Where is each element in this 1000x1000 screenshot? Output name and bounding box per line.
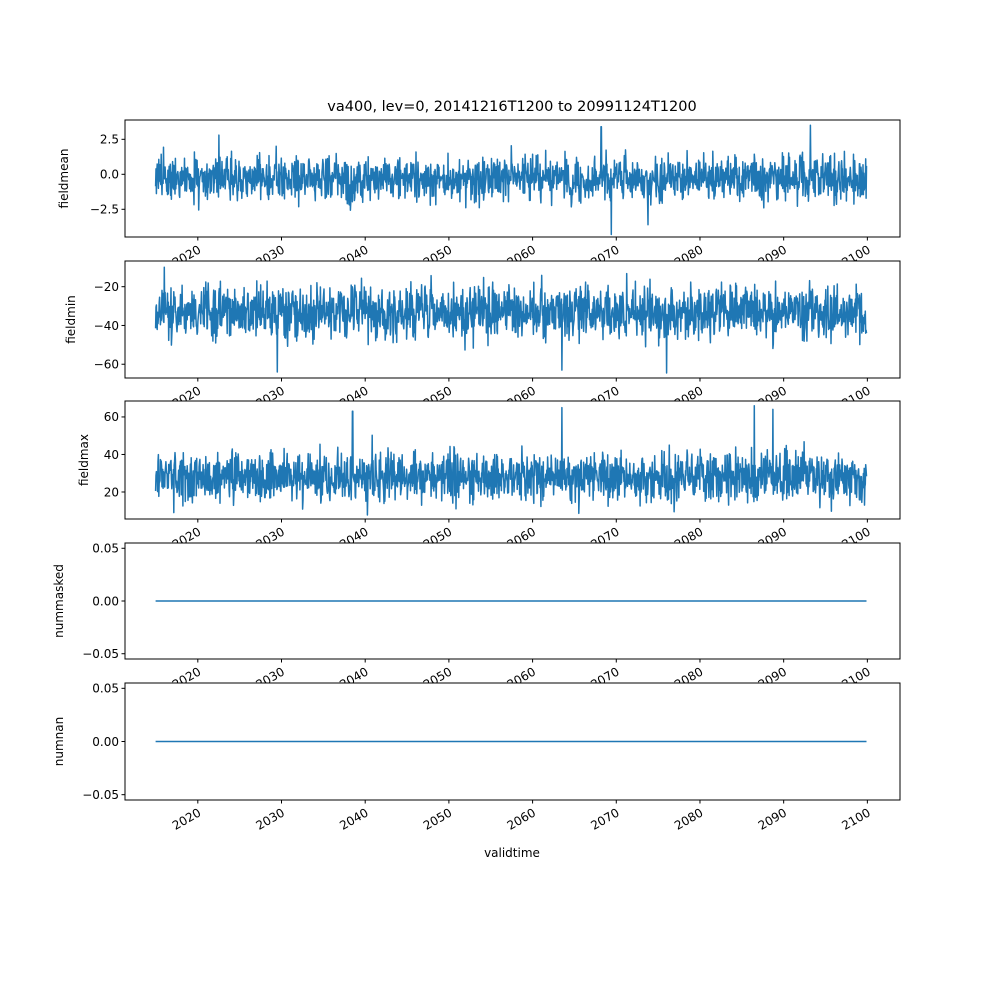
- y-tick-label: 20: [104, 485, 119, 499]
- y-axis-label: numnan: [52, 717, 66, 766]
- y-tick-label: 0.00: [92, 594, 119, 608]
- axes-frame: [124, 400, 901, 520]
- x-axis-label: validtime: [484, 846, 540, 860]
- series-line-fieldmax: [154, 404, 868, 516]
- y-axis-label: fieldmax: [77, 434, 91, 486]
- axes-frame: [124, 260, 901, 379]
- y-tick-label: 0.00: [92, 735, 119, 749]
- y-tick-label: 40: [104, 448, 119, 462]
- y-tick-label: −60: [94, 358, 119, 372]
- series-line-fieldmin: [154, 266, 868, 374]
- y-tick-label: −0.05: [82, 647, 119, 661]
- y-axis-label: fieldmin: [64, 295, 78, 344]
- chart-title: va400, lev=0, 20141216T1200 to 20991124T…: [327, 99, 696, 115]
- series-line-fieldmean: [154, 124, 868, 236]
- y-tick-label: 0.05: [92, 542, 119, 556]
- y-tick-label: −40: [94, 319, 119, 333]
- y-tick-label: 0.0: [100, 168, 119, 182]
- axes-frame: [124, 119, 901, 238]
- y-tick-label: −0.05: [82, 788, 119, 802]
- y-axis-label: nummasked: [52, 564, 66, 638]
- y-tick-label: −2.5: [90, 203, 119, 217]
- y-tick-label: 2.5: [100, 133, 119, 147]
- y-tick-label: 60: [104, 410, 119, 424]
- y-axis-label: fieldmean: [57, 149, 71, 209]
- y-tick-label: −20: [94, 280, 119, 294]
- y-tick-label: 0.05: [92, 682, 119, 696]
- axes-background: [125, 401, 900, 519]
